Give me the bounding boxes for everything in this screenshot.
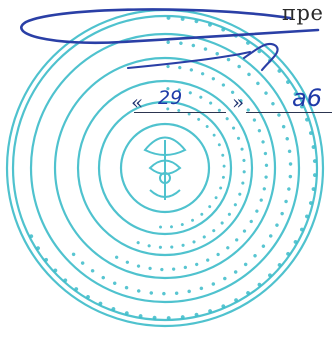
seal-emblem-icon <box>143 136 187 200</box>
date-month-underline <box>246 112 332 113</box>
date-open-quote: « <box>131 90 144 114</box>
header-text-fragment: пре <box>282 1 324 25</box>
date-day-underline <box>134 112 226 113</box>
date-month-handwritten: a6 <box>292 84 322 112</box>
date-day-handwritten: 29 <box>158 87 183 109</box>
date-close-quote: » <box>232 90 245 114</box>
